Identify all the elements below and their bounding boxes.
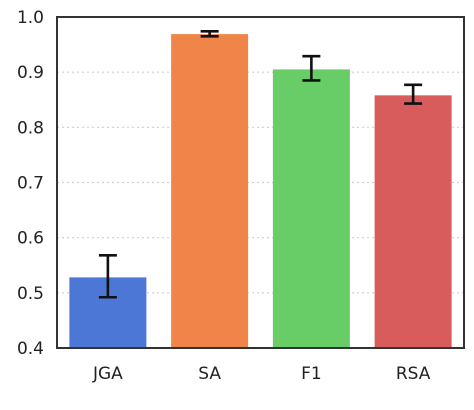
error-bars bbox=[98, 30, 423, 299]
x-tick-label: JGA bbox=[92, 364, 123, 384]
bar-sa bbox=[171, 34, 249, 349]
error-bar-sa bbox=[200, 30, 219, 38]
x-axis-labels: JGA SA F1 RSA bbox=[92, 364, 431, 384]
y-tick-label: 0.7 bbox=[17, 174, 44, 194]
y-tick-label: 1.0 bbox=[17, 8, 44, 28]
bar-rsa bbox=[374, 95, 452, 348]
y-tick-label: 0.4 bbox=[17, 339, 44, 359]
error-bar-f1 bbox=[302, 54, 321, 82]
y-tick-label: 0.8 bbox=[17, 118, 44, 138]
y-axis-ticks: 0.4 0.5 0.6 0.7 0.8 0.9 1.0 bbox=[17, 8, 44, 359]
x-tick-label: RSA bbox=[396, 364, 431, 384]
bar-f1 bbox=[272, 69, 350, 349]
x-tick-label: F1 bbox=[301, 364, 322, 384]
y-tick-label: 0.6 bbox=[17, 229, 44, 249]
y-tick-label: 0.5 bbox=[17, 284, 44, 304]
error-bar-rsa bbox=[404, 83, 423, 105]
y-tick-label: 0.9 bbox=[17, 63, 44, 83]
bars bbox=[69, 34, 452, 349]
error-bar-jga bbox=[98, 254, 117, 299]
plot-frame bbox=[56, 16, 465, 349]
x-tick-label: SA bbox=[198, 364, 221, 384]
